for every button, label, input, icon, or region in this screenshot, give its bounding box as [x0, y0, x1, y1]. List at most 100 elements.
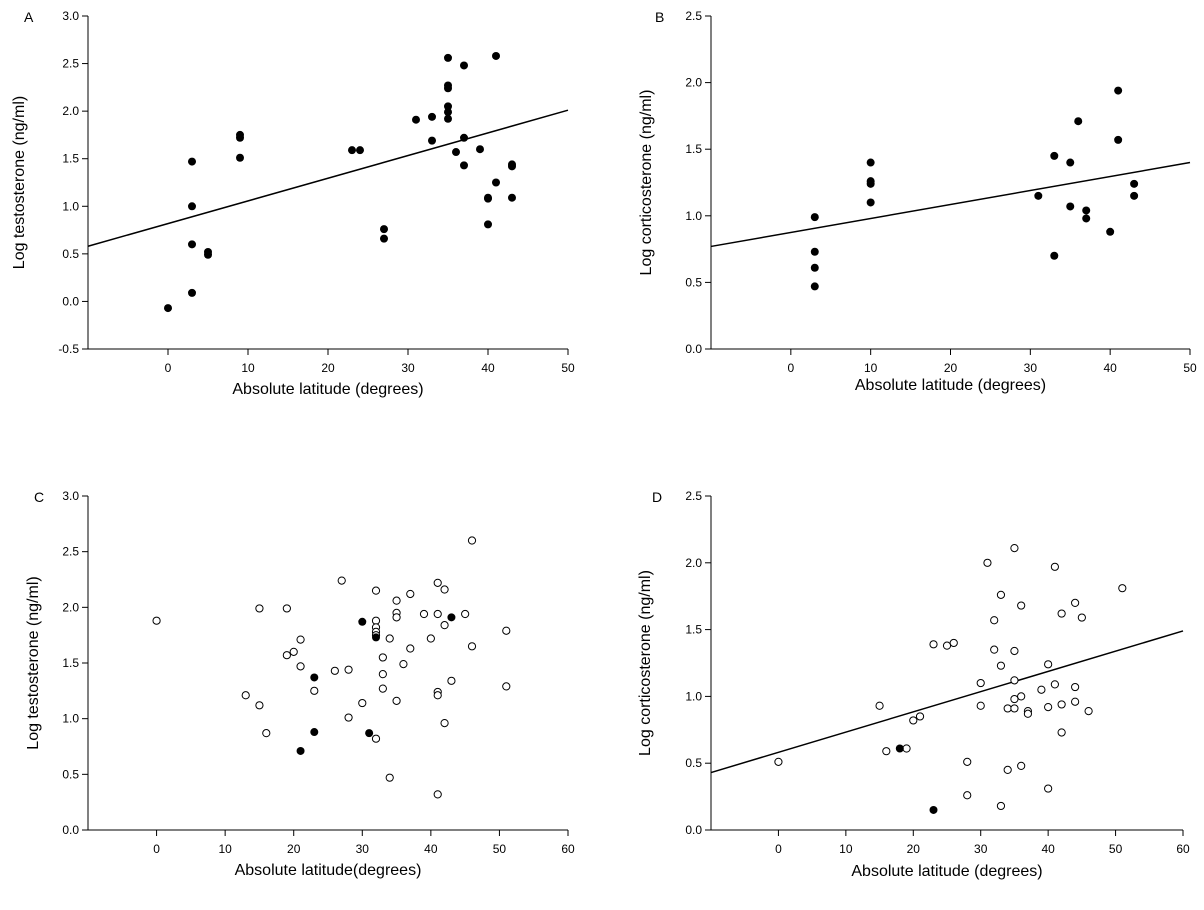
data-point-open [330, 666, 339, 675]
x-tick-label: 50 [1109, 842, 1123, 856]
y-axis-title: Log testosterone (ng/ml) [11, 96, 28, 269]
data-point-open [882, 747, 891, 756]
data-point-open [996, 590, 1006, 599]
data-point-open [875, 701, 884, 710]
x-tick-label: 40 [481, 361, 495, 375]
data-point-open [440, 585, 449, 594]
y-tick-label: 2.0 [685, 556, 702, 570]
data-point-open [1010, 704, 1019, 713]
x-tick-label: 0 [775, 842, 782, 856]
data-point-filled [810, 213, 819, 222]
data-point-filled [204, 250, 212, 259]
data-point-open [915, 712, 925, 721]
data-point-open [1023, 709, 1033, 718]
data-point-open [996, 661, 1006, 670]
y-axis-title: Log testosterone (ng/ml) [25, 576, 42, 749]
y-tick-label: 0.5 [62, 247, 79, 261]
data-point-open [990, 645, 999, 654]
x-tick-label: 20 [944, 361, 958, 375]
x-axis-title: Absolute latitude (degrees) [851, 863, 1042, 880]
data-point-filled [236, 153, 244, 162]
y-tick-label: 0.5 [62, 767, 79, 781]
data-point-open [392, 613, 401, 622]
data-point-open [262, 729, 271, 738]
data-point-open [378, 684, 387, 693]
data-point-filled [356, 146, 364, 155]
data-point-filled [810, 247, 819, 256]
data-point-open [1017, 601, 1026, 610]
data-point-open [461, 609, 470, 619]
data-point-filled [484, 220, 492, 229]
data-point-open [1118, 584, 1127, 593]
data-point-open [392, 696, 401, 705]
data-point-open [296, 662, 305, 671]
x-tick-label: 50 [493, 842, 507, 856]
data-point-filled [460, 133, 468, 142]
data-point-open [929, 640, 938, 649]
x-axis-title: Absolute latitude (degrees) [232, 381, 423, 398]
data-point-filled [460, 61, 468, 70]
data-point-filled [866, 198, 875, 207]
panel-a: A -0.5 0.0 0.5 1.0 1.5 2.0 2.5 3.0 0 10 20 30 40 50 Abs… [11, 9, 575, 398]
data-point-open [467, 642, 477, 651]
data-point-open [1050, 562, 1059, 571]
data-point-filled [1050, 151, 1059, 160]
x-axis-title: Absolute latitude(degrees) [235, 862, 422, 879]
data-point-open [378, 653, 387, 662]
data-point-open [1010, 694, 1019, 704]
data-point-open [1071, 697, 1080, 706]
y-tick-label: 1.5 [685, 142, 702, 156]
data-point-open [433, 578, 442, 587]
data-point-filled [810, 282, 819, 291]
x-tick-label: 30 [1024, 361, 1038, 375]
data-point-open [440, 621, 449, 630]
data-point-filled [310, 728, 319, 737]
data-point-open [990, 616, 999, 625]
y-tick-label: 0.0 [685, 823, 702, 837]
y-tick-label: 1.5 [62, 656, 79, 670]
data-point-open [976, 678, 985, 688]
data-point-filled [492, 51, 500, 60]
x-tick-label: 0 [787, 361, 794, 375]
data-point-filled [188, 157, 196, 166]
data-point-open [1077, 613, 1086, 622]
data-point-open [241, 691, 250, 700]
data-point-open [502, 626, 511, 635]
data-point-open [371, 734, 381, 743]
x-tick-label: 40 [1103, 361, 1117, 375]
data-point-filled [296, 746, 305, 755]
x-tick-label: 20 [907, 842, 921, 856]
data-point-filled [484, 194, 492, 203]
data-point-filled [444, 84, 452, 93]
x-tick-label: 0 [153, 842, 160, 856]
data-point-filled [452, 148, 460, 157]
data-point-filled [365, 729, 374, 738]
x-tick-label: 10 [218, 842, 232, 856]
data-point-filled [380, 225, 388, 234]
data-point-open [152, 616, 161, 625]
data-point-open [976, 701, 985, 710]
data-point-filled [1050, 251, 1059, 260]
data-point-open [255, 604, 264, 613]
x-tick-label: 40 [1041, 842, 1055, 856]
panel-label: C [34, 489, 44, 505]
data-point-filled [444, 114, 452, 123]
panel-label: D [652, 489, 662, 505]
y-tick-label: 1.0 [62, 712, 79, 726]
data-point-filled [895, 744, 904, 753]
panel-b: B 0.0 0.5 1.0 1.5 2.0 2.5 0 10 20 30 40 50 Absolute l… [638, 9, 1197, 394]
data-point-filled [310, 673, 319, 682]
y-tick-label: 2.5 [62, 57, 79, 71]
data-point-open [282, 651, 291, 660]
regression-line [710, 630, 1184, 774]
y-tick-label: 2.0 [685, 76, 702, 90]
data-point-open [289, 647, 298, 656]
data-point-open [1037, 685, 1046, 694]
x-tick-label: 20 [287, 842, 301, 856]
y-tick-label: 2.0 [62, 104, 79, 118]
data-point-open [447, 676, 456, 685]
y-tick-label: 0.5 [685, 275, 702, 289]
data-point-open [902, 744, 911, 753]
